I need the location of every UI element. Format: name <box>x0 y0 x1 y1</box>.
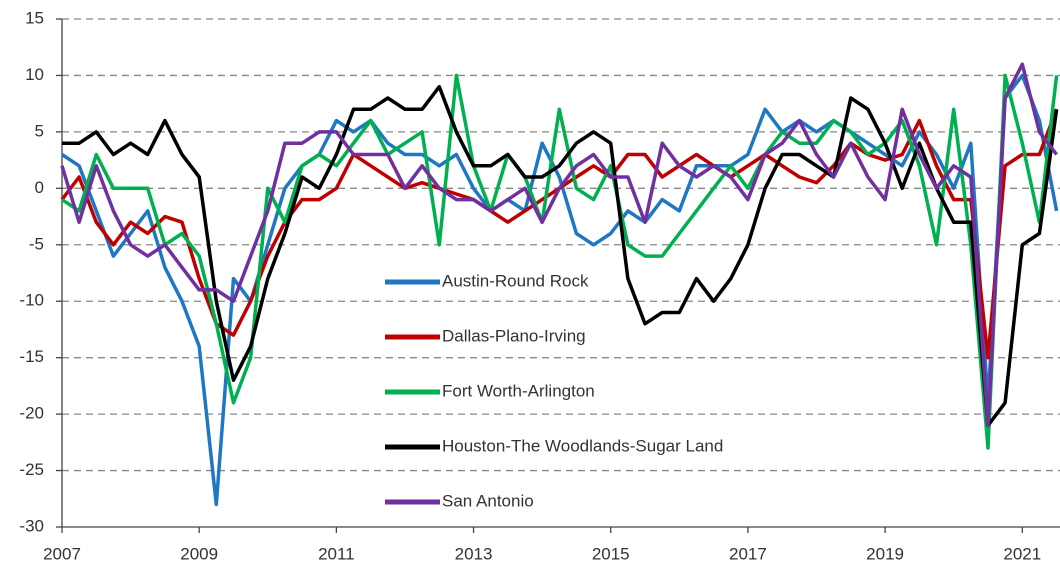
series-line <box>60 108 1059 360</box>
x-tick-label: 2013 <box>455 544 493 563</box>
y-tick-label: -30 <box>19 516 44 535</box>
series-line <box>60 62 1058 428</box>
y-tick-label: -10 <box>19 291 44 310</box>
y-tick-label: -25 <box>19 460 44 479</box>
y-tick-label: 15 <box>25 8 44 27</box>
x-tick-label: 2021 <box>1003 544 1041 563</box>
legend-label: Dallas-Plano-Irving <box>442 326 586 345</box>
y-tick-label: 10 <box>25 65 44 84</box>
x-tick-label: 2007 <box>43 544 81 563</box>
x-tick-label: 2015 <box>592 544 630 563</box>
y-tick-label: 0 <box>35 178 44 197</box>
x-tick-label: 2019 <box>866 544 904 563</box>
y-tick-label: 5 <box>35 121 44 140</box>
x-tick-label: 2017 <box>729 544 767 563</box>
legend-label: Fort Worth-Arlington <box>442 381 595 400</box>
legend-label: Austin-Round Rock <box>442 271 589 290</box>
y-tick-label: -20 <box>19 404 44 423</box>
legend-label: San Antonio <box>442 491 534 510</box>
legend-label: Houston-The Woodlands-Sugar Land <box>442 436 723 455</box>
x-tick-label: 2011 <box>318 544 355 563</box>
x-tick-label: 2009 <box>180 544 218 563</box>
series-line <box>61 73 1059 450</box>
y-tick-label: -15 <box>19 347 44 366</box>
y-tick-label: -5 <box>29 234 44 253</box>
series-line <box>62 84 1059 428</box>
